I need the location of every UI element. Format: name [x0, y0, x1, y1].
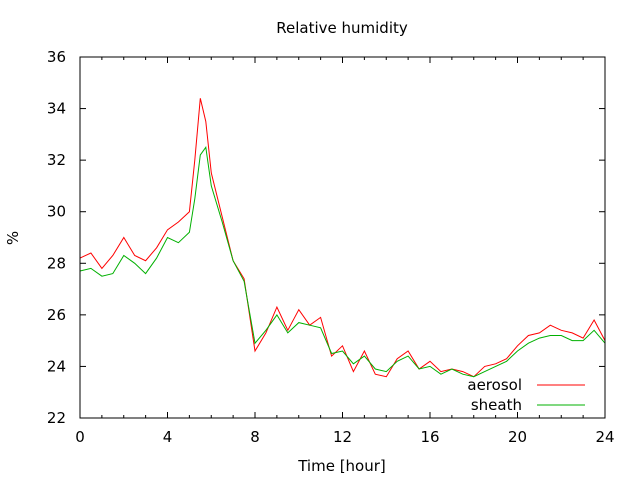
x-tick-label: 0	[75, 428, 85, 446]
axis-ticks: 0 4 8 12 16 20 24 22 24 26 28 30 32 34 36	[47, 48, 615, 446]
x-axis-label: Time [hour]	[297, 457, 386, 475]
y-tick-label: 36	[47, 48, 66, 66]
x-tick-label: 20	[508, 428, 527, 446]
y-axis-label: %	[4, 231, 22, 245]
y-tick-label: 24	[47, 357, 66, 375]
y-tick-label: 28	[47, 254, 66, 272]
legend-label-sheath: sheath	[471, 396, 522, 414]
x-tick-label: 24	[595, 428, 614, 446]
y-tick-label: 34	[47, 100, 66, 118]
y-tick-label: 30	[47, 203, 66, 221]
series-line-aerosol	[79, 98, 606, 378]
x-tick-label: 16	[420, 428, 439, 446]
x-tick-label: 4	[163, 428, 173, 446]
y-tick-label: 32	[47, 151, 66, 169]
legend: aerosol sheath	[467, 376, 585, 414]
chart-title: Relative humidity	[276, 19, 408, 37]
series-line-sheath	[79, 145, 606, 378]
y-tick-label: 22	[47, 409, 66, 427]
plot-frame	[79, 56, 606, 419]
x-tick-label: 8	[250, 428, 260, 446]
legend-label-aerosol: aerosol	[467, 376, 522, 394]
y-tick-label: 26	[47, 306, 66, 324]
x-tick-label: 12	[333, 428, 352, 446]
series-layer	[79, 98, 606, 378]
